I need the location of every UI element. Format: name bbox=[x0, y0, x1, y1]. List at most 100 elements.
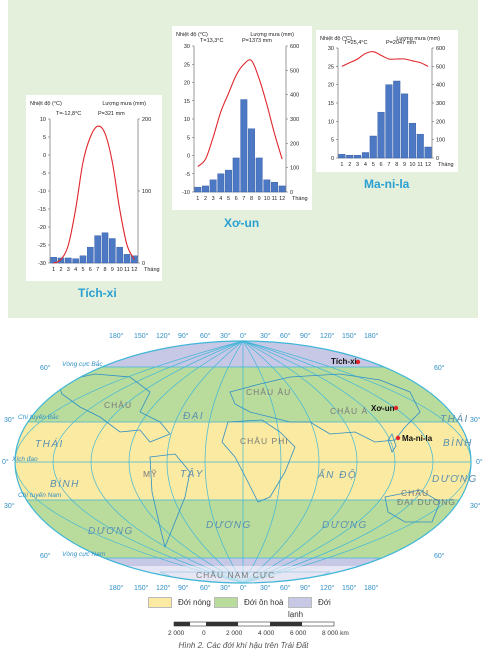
map-scale-bar: 2 000 0 2 000 4 000 6 000 8 000 km bbox=[168, 620, 368, 640]
month-tick-label: 10 bbox=[409, 162, 415, 168]
temp-tick-label: -10 bbox=[182, 190, 190, 196]
annual-rain-label: P=321 mm bbox=[98, 111, 125, 117]
europe-label: CHÂU ÂU bbox=[246, 387, 291, 397]
rain-tick-label: 200 bbox=[436, 119, 445, 125]
temperate-zone-north bbox=[15, 367, 471, 422]
month-tick-label: 8 bbox=[103, 267, 106, 273]
rainfall-bar bbox=[109, 238, 116, 264]
temp-axis-title: Nhiệt độ (°C) bbox=[30, 101, 62, 107]
temp-tick-label: 15 bbox=[328, 101, 334, 107]
month-tick-label: 8 bbox=[395, 162, 398, 168]
rainfall-bar bbox=[194, 186, 202, 193]
month-tick-label: 7 bbox=[242, 196, 245, 202]
temp-tick-label: 10 bbox=[184, 117, 190, 123]
rainfall-bar bbox=[72, 258, 79, 264]
month-tick-label: 12 bbox=[425, 162, 431, 168]
temp-tick-label: 0 bbox=[43, 153, 46, 159]
ma-ni-la-map-label: Ma-ni-la bbox=[402, 434, 433, 443]
month-tick-label: 7 bbox=[387, 162, 390, 168]
scale-label-1: 0 bbox=[202, 630, 206, 637]
temperature-line bbox=[53, 125, 135, 264]
oceania-label-dai-duong: ĐẠI DƯƠNG bbox=[397, 497, 456, 507]
antarctic-circle-label: Vòng cực Nam bbox=[62, 551, 106, 558]
america-label-my: MỸ bbox=[143, 469, 158, 479]
rain-tick-label: 400 bbox=[436, 83, 445, 89]
rainfall-bar bbox=[101, 232, 109, 264]
pacific-ocean-label-thai: THÁI bbox=[35, 437, 64, 450]
month-tick-label: 9 bbox=[258, 196, 261, 202]
month-tick-label: 10 bbox=[117, 267, 123, 273]
globe-outline bbox=[14, 340, 472, 584]
month-tick-label: 1 bbox=[52, 267, 55, 273]
indian-ocean-label-an-do: ẤN ĐỘ bbox=[317, 468, 357, 481]
lon-label-top-0: 180° bbox=[109, 332, 124, 340]
xo-un-map-label: Xơ-un bbox=[371, 404, 395, 413]
africa-label: CHÂU PHI bbox=[240, 436, 289, 446]
ma-ni-la-caption: Ma-ni-la bbox=[364, 177, 410, 191]
temp-tick-label: 15 bbox=[184, 99, 190, 105]
rain-tick-label: 0 bbox=[290, 190, 293, 196]
lon-label-bottom-12: 180° bbox=[364, 584, 379, 592]
lat-label-right-3: 30° bbox=[470, 502, 481, 510]
lat-label-left-4: 60° bbox=[40, 552, 51, 560]
tich-xi-chart-card: Nhiệt độ (°C) Lượng mưa (mm) T=-12,8°C P=32… bbox=[26, 95, 162, 281]
lon-label-top-1: 150° bbox=[134, 332, 149, 340]
month-tick-label: 8 bbox=[250, 196, 253, 202]
tropic-of-capricorn-label: Chí tuyến Nam bbox=[18, 491, 62, 499]
arctic-circle-label: Vòng cực Bắc bbox=[62, 359, 103, 368]
lon-label-top-11: 150° bbox=[342, 332, 357, 340]
month-tick-label: 5 bbox=[372, 162, 375, 168]
rainfall-bar bbox=[248, 128, 255, 193]
month-axis-title: Tháng bbox=[292, 196, 308, 202]
rain-tick-label: 0 bbox=[142, 261, 145, 267]
lat-label-right-0: 60° bbox=[434, 364, 445, 372]
scale-label-0: 2 000 bbox=[168, 630, 185, 637]
rainfall-bar bbox=[131, 255, 138, 264]
pacific-ocean-label-binh-right: BÌNH bbox=[443, 436, 473, 449]
ma-ni-la-chart-card: Nhiệt độ (°C) Lượng mưa (mm) T=25,4°C P=204… bbox=[316, 30, 458, 172]
lon-label-top-5: 30° bbox=[220, 332, 231, 340]
tich-xi-climate-chart: Nhiệt độ (°C) Lượng mưa (mm) T=-12,8°C P=32… bbox=[30, 101, 160, 273]
temp-tick-label: -5 bbox=[185, 172, 190, 178]
lat-label-right-2: 0° bbox=[476, 458, 483, 466]
rain-tick-label: 100 bbox=[436, 138, 445, 144]
temp-tick-label: 30 bbox=[328, 46, 334, 52]
legend-temperate-swatch bbox=[214, 597, 238, 609]
lat-label-right-1: 30° bbox=[470, 416, 481, 424]
lat-label-right-4: 60° bbox=[434, 552, 445, 560]
temp-tick-label: 30 bbox=[184, 44, 190, 50]
rainfall-bar bbox=[377, 111, 385, 159]
month-axis-title: Tháng bbox=[144, 267, 160, 273]
oceania-label-chau: CHÂU bbox=[401, 488, 429, 498]
month-tick-label: 11 bbox=[124, 267, 130, 273]
rainfall-bar bbox=[87, 246, 94, 264]
rain-tick-label: 0 bbox=[436, 156, 439, 162]
temp-tick-label: -20 bbox=[38, 225, 46, 231]
lon-label-top-12: 180° bbox=[364, 332, 379, 340]
lon-label-bottom-10: 120° bbox=[320, 584, 335, 592]
temp-axis-title: Nhiệt độ (°C) bbox=[176, 32, 208, 38]
rain-axis-title: Lượng mưa (mm) bbox=[250, 32, 294, 38]
indian-ocean-label-duong: DƯƠNG bbox=[322, 520, 368, 531]
lon-label-top-3: 90° bbox=[178, 332, 189, 340]
legend-temperate-zone: Đới ôn hoà bbox=[214, 597, 284, 609]
xo-un-chart-card: Nhiệt độ (°C) Lượng mưa (mm) T=13,3°C P=137… bbox=[172, 26, 312, 210]
rainfall-bar bbox=[217, 173, 225, 193]
scale-label-3: 4 000 bbox=[258, 630, 275, 637]
lon-label-bottom-9: 90° bbox=[300, 584, 311, 592]
lon-label-bottom-4: 60° bbox=[200, 584, 211, 592]
lat-label-left-3: 30° bbox=[4, 502, 15, 510]
lon-label-bottom-2: 120° bbox=[156, 584, 171, 592]
month-tick-label: 12 bbox=[131, 267, 137, 273]
rain-tick-label: 300 bbox=[290, 117, 299, 123]
month-axis-title: Tháng bbox=[438, 162, 454, 168]
legend-hot-swatch bbox=[148, 597, 172, 609]
legend-cold-zone: Đới lạnh bbox=[288, 597, 348, 619]
figure-caption: Hình 2. Các đới khí hậu trên Trái Đất bbox=[178, 641, 309, 650]
month-tick-label: 5 bbox=[227, 196, 230, 202]
temp-tick-label: -10 bbox=[38, 189, 46, 195]
asia-label: CHÂU Á bbox=[330, 406, 368, 416]
temp-tick-label: 0 bbox=[331, 156, 334, 162]
lon-label-top-4: 60° bbox=[200, 332, 211, 340]
rainfall-bar bbox=[408, 122, 416, 159]
